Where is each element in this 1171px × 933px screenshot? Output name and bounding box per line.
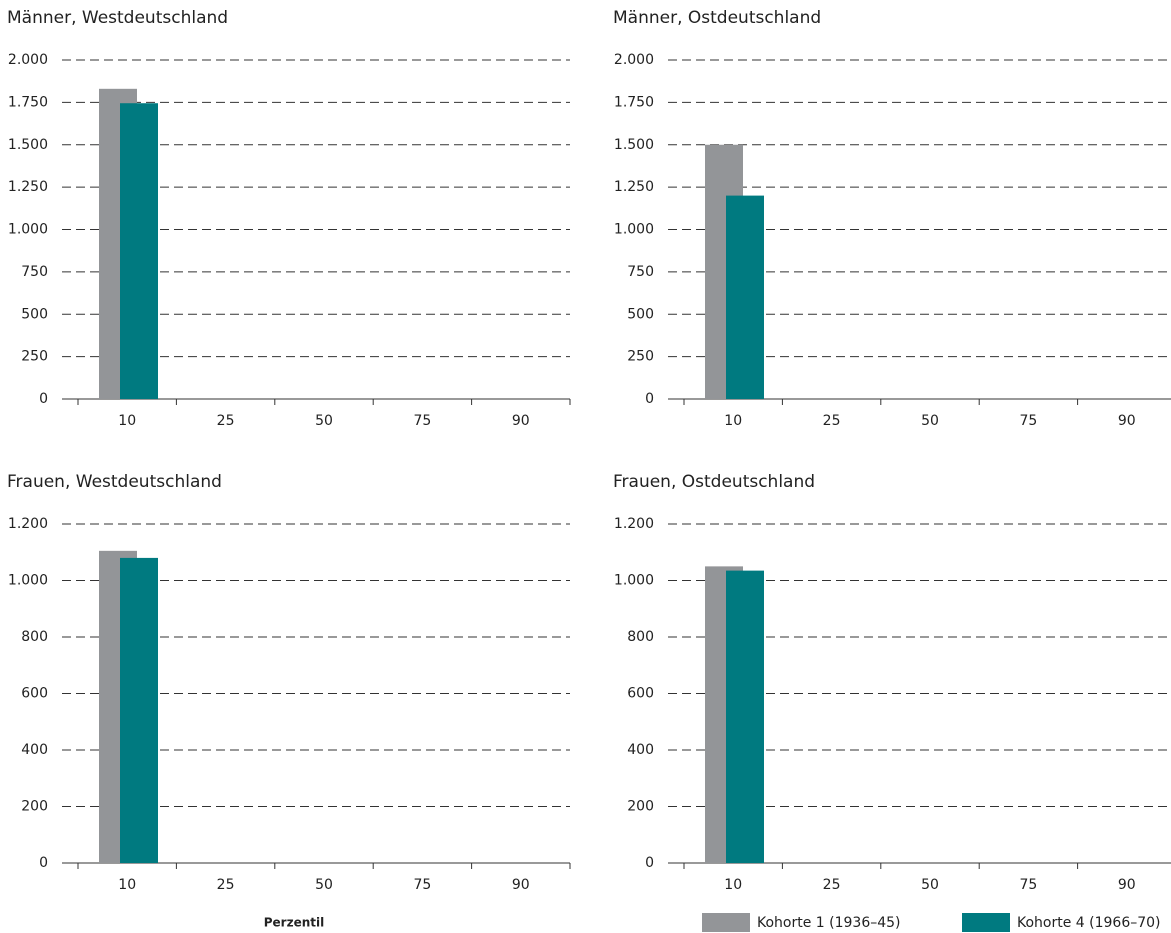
legend-label: Kohorte 4 (1966–70) <box>1017 915 1161 931</box>
bar <box>120 103 158 399</box>
x-tick-label: 50 <box>921 877 939 893</box>
x-tick-label: 10 <box>118 413 136 429</box>
y-tick-label: 800 <box>21 629 48 645</box>
y-tick-label: 200 <box>627 799 654 815</box>
y-tick-label: 800 <box>627 629 654 645</box>
bar <box>726 195 764 399</box>
y-tick-label: 2.000 <box>614 52 654 68</box>
y-tick-label: 1.000 <box>8 222 48 238</box>
x-tick-label: 90 <box>512 877 530 893</box>
x-tick-label: 90 <box>512 413 530 429</box>
y-tick-label: 200 <box>21 799 48 815</box>
chart-title: Frauen, Westdeutschland <box>7 472 222 492</box>
y-tick-label: 0 <box>39 855 48 871</box>
y-tick-label: 1.000 <box>614 573 654 589</box>
y-tick-label: 0 <box>39 391 48 407</box>
y-tick-label: 600 <box>627 686 654 702</box>
y-tick-label: 600 <box>21 686 48 702</box>
x-tick-label: 50 <box>921 413 939 429</box>
y-tick-label: 1.500 <box>8 137 48 153</box>
x-tick-label: 10 <box>724 877 742 893</box>
y-tick-label: 500 <box>21 306 48 322</box>
legend-swatch <box>962 913 1010 932</box>
chart-title: Männer, Westdeutschland <box>7 8 228 28</box>
chart-title: Frauen, Ostdeutschland <box>613 472 815 492</box>
x-tick-label: 90 <box>1118 413 1136 429</box>
legend-swatch <box>702 913 750 932</box>
y-tick-label: 1.000 <box>8 573 48 589</box>
y-tick-label: 1.250 <box>8 179 48 195</box>
x-tick-label: 75 <box>413 877 431 893</box>
y-tick-label: 400 <box>627 742 654 758</box>
y-tick-label: 250 <box>627 349 654 365</box>
y-tick-label: 500 <box>627 306 654 322</box>
bar <box>120 557 158 863</box>
x-tick-label: 25 <box>823 877 841 893</box>
y-tick-label: 1.200 <box>8 516 48 532</box>
x-tick-label: 75 <box>1019 877 1037 893</box>
x-tick-label: 25 <box>823 413 841 429</box>
x-tick-label: 75 <box>1019 413 1037 429</box>
bar <box>726 570 764 863</box>
y-tick-label: 1.250 <box>614 179 654 195</box>
chart-title: Männer, Ostdeutschland <box>613 8 821 28</box>
y-tick-label: 1.200 <box>614 516 654 532</box>
y-tick-label: 0 <box>645 855 654 871</box>
x-tick-label: 25 <box>217 413 235 429</box>
y-tick-label: 250 <box>21 349 48 365</box>
y-tick-label: 1.750 <box>8 94 48 110</box>
x-tick-label: 50 <box>315 877 333 893</box>
y-tick-label: 750 <box>21 264 48 280</box>
y-tick-label: 400 <box>21 742 48 758</box>
y-tick-label: 1.500 <box>614 137 654 153</box>
x-tick-label: 25 <box>217 877 235 893</box>
x-tick-label: 75 <box>413 413 431 429</box>
y-tick-label: 0 <box>645 391 654 407</box>
y-tick-label: 2.000 <box>8 52 48 68</box>
legend-label: Kohorte 1 (1936–45) <box>757 915 901 931</box>
x-tick-label: 10 <box>118 877 136 893</box>
y-tick-label: 1.000 <box>614 222 654 238</box>
y-tick-label: 1.750 <box>614 94 654 110</box>
x-axis-label: Perzentil <box>264 916 324 930</box>
y-tick-label: 750 <box>627 264 654 280</box>
x-tick-label: 50 <box>315 413 333 429</box>
x-tick-label: 90 <box>1118 877 1136 893</box>
x-tick-label: 10 <box>724 413 742 429</box>
